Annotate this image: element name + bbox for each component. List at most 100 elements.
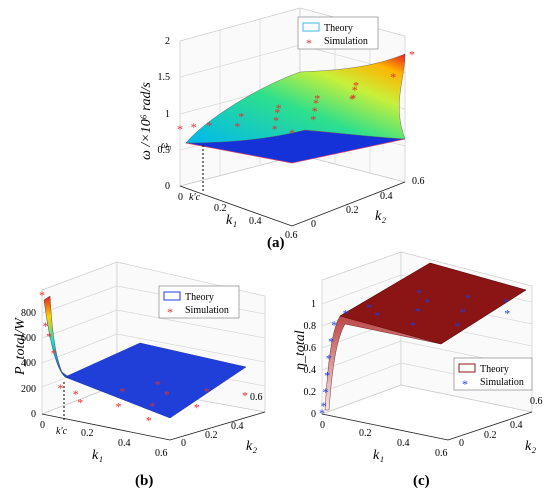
panel-c-ytick: 0 [459, 438, 464, 449]
simulation-point: * [331, 318, 337, 332]
simulation-point: * [272, 122, 278, 136]
simulation-point: * [313, 96, 319, 110]
panel-b-legend-simulation: Simulation [185, 305, 229, 316]
simulation-point: * [390, 70, 396, 84]
simulation-point: * [234, 119, 240, 133]
simulation-point: * [321, 399, 327, 413]
simulation-point: * [343, 306, 349, 320]
panel-a-legend-sim-marker: * [306, 36, 312, 50]
panel-a-ztick: 1.5 [158, 72, 171, 83]
panel-a-ylabel: k₂ [375, 209, 386, 224]
panel-a-simulation-points: * * ****************** [177, 48, 415, 140]
simulation-point: * [58, 381, 64, 395]
panel-c-ztick: 0 [311, 409, 316, 420]
panel-b: ***** *** ******** 0 200 400 600 800 0 0.2… [13, 261, 266, 489]
simulation-point: * [77, 396, 83, 410]
panel-a-ztick: 1 [165, 109, 170, 120]
panel-c-zlabel: η_total [293, 330, 308, 370]
simulation-point: * [460, 305, 466, 319]
simulation-point: * [350, 91, 356, 105]
simulation-point: * [204, 384, 210, 398]
panel-a-ztick: 0 [165, 181, 170, 192]
panel-b-zlabel: P_total/W [13, 317, 28, 376]
panel-a-zlabel: ω /×10⁶ rad/s [139, 82, 154, 160]
panel-c-ytick: 0.6 [530, 396, 543, 407]
panel-a-theory-surface [185, 53, 406, 144]
panel-b-ylabel: k₂ [246, 439, 257, 454]
panel-c-ztick: 0.4 [304, 365, 317, 376]
panel-b-ztick: 800 [21, 308, 36, 319]
simulation-point: * [324, 368, 330, 382]
simulation-point: * [194, 401, 200, 415]
panel-b-xlabel: k₁ [92, 448, 103, 463]
panel-b-legend-theory-swatch [163, 291, 181, 301]
panel-a: * * ****************** 0 0.5 1 1.5 2 0 0.2… [139, 7, 425, 251]
panel-c-legend: Theory * Simulation [453, 357, 533, 391]
simulation-point: * [328, 335, 334, 349]
panel-b-xtick: 0 [40, 420, 45, 431]
panel-b-xtick: 0.4 [118, 438, 131, 449]
simulation-point: * [352, 83, 358, 97]
simulation-point: * [43, 319, 49, 333]
simulation-point: * [155, 377, 161, 391]
panel-a-ytick: 0.4 [380, 191, 393, 202]
simulation-point: * [349, 92, 355, 106]
simulation-point: * [353, 78, 359, 92]
panel-c-ylabel: k₂ [525, 439, 536, 454]
panel-a-ytick: 0.2 [346, 205, 359, 216]
panel-c-ytick: 0.2 [484, 430, 497, 441]
simulation-point: * [206, 119, 212, 133]
simulation-point: * [323, 385, 329, 399]
panel-b-ytick: 0.4 [231, 421, 244, 432]
panel-c-xtick: 0.6 [435, 448, 448, 459]
simulation-point: * [177, 122, 183, 136]
panel-c-simulation-points: ******** *********** [319, 286, 510, 420]
panel-a-xlabel: k₁ [226, 213, 237, 228]
panel-c: ******** *********** 0 0.2 0.4 0.6 0.8 1 … [293, 251, 543, 489]
simulation-point: * [326, 351, 332, 365]
panel-b-ztick: 200 [21, 384, 36, 395]
panel-c-legend-simulation: Simulation [480, 377, 524, 388]
panel-a-legend: Theory * Simulation [297, 16, 379, 50]
simulation-point: * [310, 112, 316, 126]
panel-b-xtick: 0.6 [155, 448, 168, 459]
panel-b-legend-theory: Theory [185, 292, 214, 303]
simulation-point: * [274, 105, 280, 119]
simulation-point: * [465, 291, 471, 305]
panel-c-xlabel: k₁ [373, 448, 384, 463]
simulation-point: * [73, 387, 79, 401]
simulation-point: * [191, 120, 197, 134]
simulation-point: * [146, 413, 152, 427]
simulation-point: * [366, 300, 372, 314]
panel-b-theory-plane [64, 342, 247, 419]
simulation-point: * [503, 295, 509, 309]
panel-c-xtick: 0.4 [397, 438, 410, 449]
panel-b-ytick: 0.2 [205, 430, 218, 441]
simulation-point: * [242, 389, 248, 403]
panel-b-theory-spike [43, 295, 71, 379]
simulation-point: * [454, 319, 460, 333]
panel-c-ztick: 0.8 [304, 321, 317, 332]
panel-a-xtick: 0.6 [285, 230, 298, 241]
panel-b-legend-sim-marker: * [167, 305, 173, 319]
panel-a-ztick: 0.5 [158, 145, 171, 156]
simulation-point: * [416, 286, 422, 300]
panel-b-legend: Theory * Simulation [158, 285, 240, 319]
panel-b-ztick: 400 [21, 358, 36, 369]
panel-c-legend-theory: Theory [480, 364, 509, 375]
panel-c-label: (c) [413, 473, 430, 489]
simulation-point: * [149, 399, 155, 413]
panel-c-theory-plateau [339, 262, 527, 345]
panel-a-label: (a) [267, 235, 285, 251]
panel-c-xtick: 0.2 [359, 428, 372, 439]
panel-c-ztick: 0.2 [304, 387, 317, 398]
panel-a-omega0-label: ω₀ [161, 140, 172, 151]
simulation-point: * [289, 126, 295, 140]
panel-a-legend-theory-swatch [302, 22, 320, 32]
simulation-point: * [164, 388, 170, 402]
simulation-point: * [119, 384, 125, 398]
panel-c-xtick: 0 [320, 420, 325, 431]
simulation-point: * [409, 48, 415, 62]
simulation-point: * [415, 304, 421, 318]
